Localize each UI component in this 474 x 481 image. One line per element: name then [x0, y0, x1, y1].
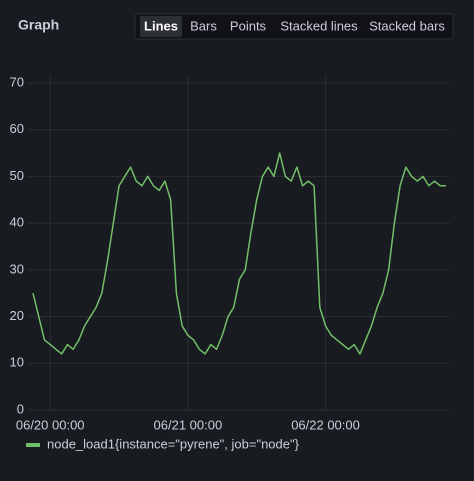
tab[interactable]: Stacked bars — [369, 18, 445, 33]
y-tick-label: 50 — [10, 168, 24, 183]
active-tab-bg — [140, 16, 182, 37]
tab[interactable]: Stacked lines — [280, 18, 358, 33]
y-tick-label: 20 — [10, 308, 24, 323]
panel-title: Graph — [18, 17, 59, 33]
y-tick-label: 70 — [10, 74, 24, 89]
series-line — [32, 152, 446, 355]
tab[interactable]: Points — [230, 18, 267, 33]
y-tick-label: 0 — [17, 401, 24, 416]
y-tick-label: 40 — [10, 215, 24, 230]
y-tick-label: 10 — [10, 355, 24, 370]
x-tick-label: 06/20 00:00 — [16, 417, 85, 432]
legend-label[interactable]: node_load1{instance="pyrene", job="node"… — [47, 436, 300, 451]
y-tick-label: 60 — [10, 121, 24, 136]
tab[interactable]: Lines — [144, 18, 178, 33]
x-tick-label: 06/22 00:00 — [291, 417, 360, 432]
tab[interactable]: Bars — [190, 18, 217, 33]
tab-bar — [134, 13, 454, 40]
x-tick-label: 06/21 00:00 — [154, 417, 223, 432]
y-tick-label: 30 — [10, 261, 24, 276]
